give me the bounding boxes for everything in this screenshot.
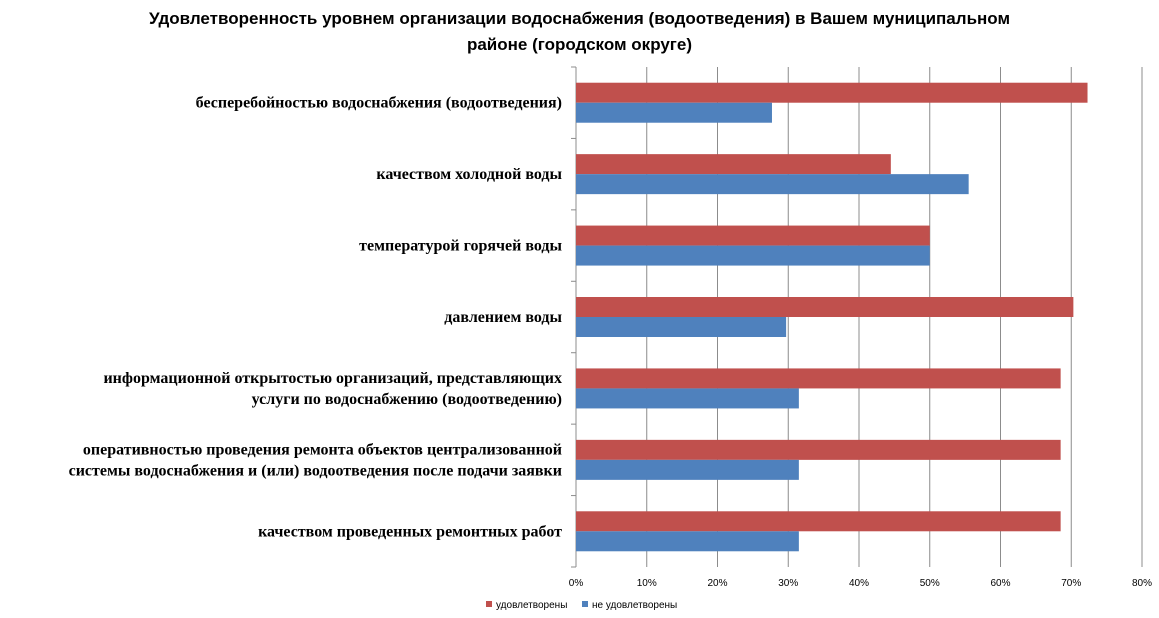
bar-not-satisfied bbox=[576, 459, 799, 480]
bar-satisfied bbox=[576, 82, 1088, 103]
chart-title: Удовлетворенность уровнем организации во… bbox=[0, 6, 1159, 58]
legend-label: не удовлетворены bbox=[592, 600, 677, 611]
bar-satisfied bbox=[576, 225, 930, 246]
chart-title-line: районе (городском округе) bbox=[466, 35, 693, 54]
legend-swatch bbox=[486, 601, 492, 607]
category-label: информационной открытостью организаций, … bbox=[103, 370, 562, 387]
category-label: бесперебойностью водоснабжения (водоотве… bbox=[196, 95, 562, 112]
category-label: системы водоснабжения и (или) водоотведе… bbox=[69, 462, 562, 479]
x-tick-label: 60% bbox=[990, 578, 1010, 589]
bar-satisfied bbox=[576, 511, 1061, 532]
x-tick-label: 40% bbox=[849, 578, 869, 589]
bar-satisfied bbox=[576, 439, 1061, 460]
chart-title-line: Удовлетворенность уровнем организации во… bbox=[148, 9, 1011, 28]
bar-not-satisfied bbox=[576, 531, 799, 552]
bar-not-satisfied bbox=[576, 174, 969, 195]
bar-satisfied bbox=[576, 368, 1061, 389]
x-tick-label: 30% bbox=[778, 578, 798, 589]
x-tick-label: 10% bbox=[637, 578, 657, 589]
bar-not-satisfied bbox=[576, 102, 772, 123]
category-label: температурой горячей воды bbox=[359, 238, 562, 255]
bar-satisfied bbox=[576, 154, 891, 175]
bar-not-satisfied bbox=[576, 388, 799, 409]
category-label: давлением воды bbox=[444, 309, 562, 326]
legend-swatch bbox=[582, 601, 588, 607]
legend-label: удовлетворены bbox=[496, 600, 567, 611]
category-label: оперативностью проведения ремонта объект… bbox=[83, 441, 562, 458]
x-tick-label: 20% bbox=[707, 578, 727, 589]
x-tick-label: 70% bbox=[1061, 578, 1081, 589]
bar-not-satisfied bbox=[576, 317, 787, 337]
bar-not-satisfied bbox=[576, 245, 930, 266]
x-tick-label: 50% bbox=[920, 578, 940, 589]
category-label: качеством холодной воды bbox=[376, 166, 562, 183]
x-tick-label: 0% bbox=[569, 578, 584, 589]
bar-satisfied bbox=[576, 297, 1074, 317]
category-label: услуги по водоснабжению (водоотведению) bbox=[252, 391, 562, 408]
category-label: качеством проведенных ремонтных работ bbox=[258, 523, 562, 540]
x-tick-label: 80% bbox=[1132, 578, 1152, 589]
